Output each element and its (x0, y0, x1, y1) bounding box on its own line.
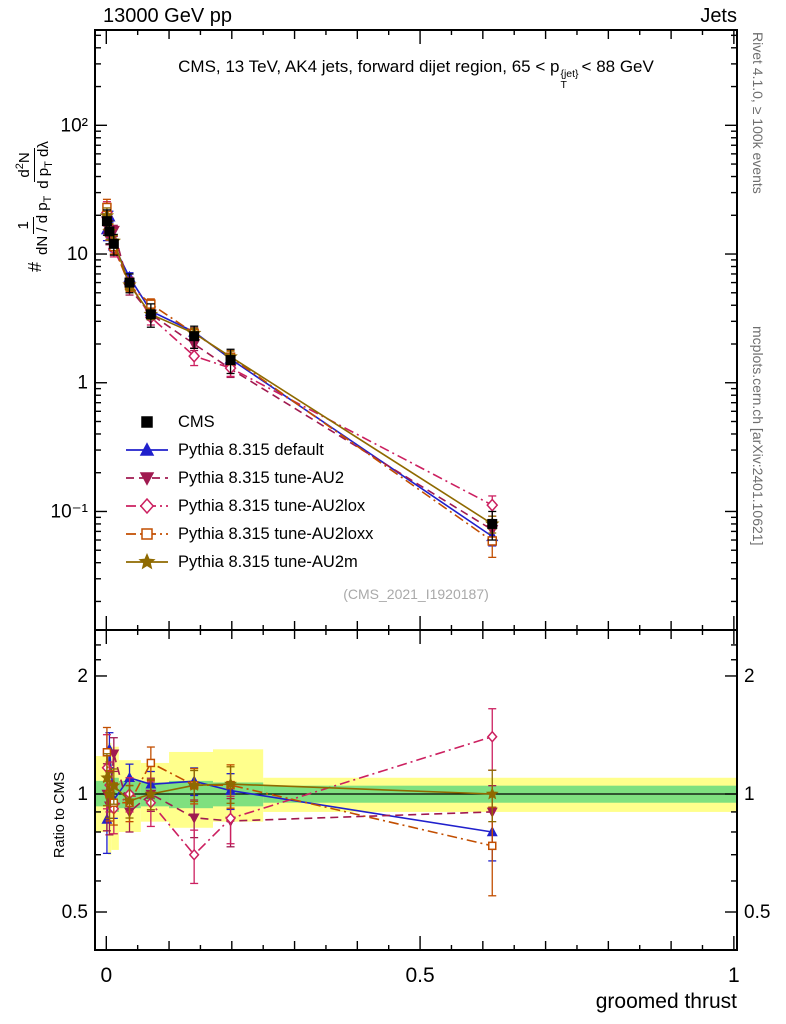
legend-label-3: Pythia 8.315 tune-AU2lox (178, 496, 366, 515)
svg-text:0: 0 (100, 964, 112, 987)
analysis-group-label: Jets (700, 5, 737, 27)
plot-title-text-end: < 88 GeV (581, 57, 654, 76)
svg-text:2: 2 (744, 666, 755, 687)
plot-title-text: CMS, 13 TeV, AK4 jets, forward dijet reg… (178, 57, 560, 76)
svg-text:10: 10 (67, 244, 88, 265)
pt-subscript: T (560, 79, 567, 92)
analysis-id-watermark: (CMS_2021_I1920187) (343, 586, 489, 602)
legend-label-1: Pythia 8.315 default (178, 440, 324, 459)
svg-text:2: 2 (77, 666, 88, 687)
legend-label-0: CMS (178, 412, 215, 431)
legend-item-3: Pythia 8.315 tune-AU2lox (125, 492, 373, 520)
beam-energy-label: 13000 GeV pp (103, 5, 232, 27)
legend-marker-square-icon (141, 416, 153, 428)
svg-text:1: 1 (77, 373, 88, 394)
svg-text:0.5: 0.5 (62, 902, 88, 923)
x-axis-label: groomed thrust (595, 990, 737, 1013)
svg-text:0.5: 0.5 (405, 964, 434, 987)
plot-title: CMS, 13 TeV, AK4 jets, forward dijet reg… (95, 57, 737, 91)
axis-tick-labels: 10² 10 1 10⁻¹ 2 2 1 1 0.5 0.5 0 0.5 1 (51, 115, 771, 987)
ratio-y-axis-label: Ratio to CMS (52, 771, 68, 858)
svg-text:10⁻¹: 10⁻¹ (51, 501, 89, 522)
mcplots-arxiv-label: mcplots.cern.ch [arXiv:2401.10621] (750, 326, 766, 546)
pt-superscript: {jet} (560, 68, 579, 81)
legend-item-0: CMS (125, 408, 373, 436)
legend-item-1: Pythia 8.315 default (125, 436, 373, 464)
legend: CMS Pythia 8.315 default Pythia 8.315 tune… (125, 408, 373, 576)
rivet-version-label: Rivet 4.1.0, ≥ 100k events (750, 32, 766, 194)
legend-item-4: Pythia 8.315 tune-AU2loxx (125, 520, 373, 548)
legend-marker-diamond-icon (126, 497, 168, 515)
legend-marker-triangle-down-icon (126, 472, 168, 486)
ylabel-hash: # (24, 261, 45, 272)
legend-marker-star-icon (126, 553, 168, 570)
legend-marker-square-icon (126, 528, 168, 540)
legend-label-2: Pythia 8.315 tune-AU2 (178, 468, 345, 487)
ylabel-fraction-1: 1 dN / d pT (15, 195, 54, 255)
legend-item-5: Pythia 8.315 tune-AU2m (125, 548, 373, 576)
pt-supsub: {jet} T (560, 69, 578, 91)
svg-text:1: 1 (728, 964, 740, 987)
svg-text:0.5: 0.5 (744, 902, 770, 923)
ratio-series-4 (100, 753, 499, 823)
svg-text:10²: 10² (61, 115, 88, 136)
svg-text:1: 1 (744, 784, 755, 805)
panel-frames (94, 29, 738, 951)
legend-item-2: Pythia 8.315 tune-AU2 (125, 464, 373, 492)
legend-label-5: Pythia 8.315 tune-AU2m (178, 552, 358, 571)
ylabel-fraction-2: d2N d pT dλ (14, 141, 55, 189)
axis-ticks (95, 30, 737, 950)
svg-text:1: 1 (77, 784, 88, 805)
legend-label-4: Pythia 8.315 tune-AU2loxx (178, 524, 374, 543)
legend-marker-triangle-up-icon (126, 442, 168, 456)
main-y-axis-label: # 1 dN / d pT d2N d pT dλ (14, 141, 56, 272)
cms-data-main (101, 209, 498, 541)
